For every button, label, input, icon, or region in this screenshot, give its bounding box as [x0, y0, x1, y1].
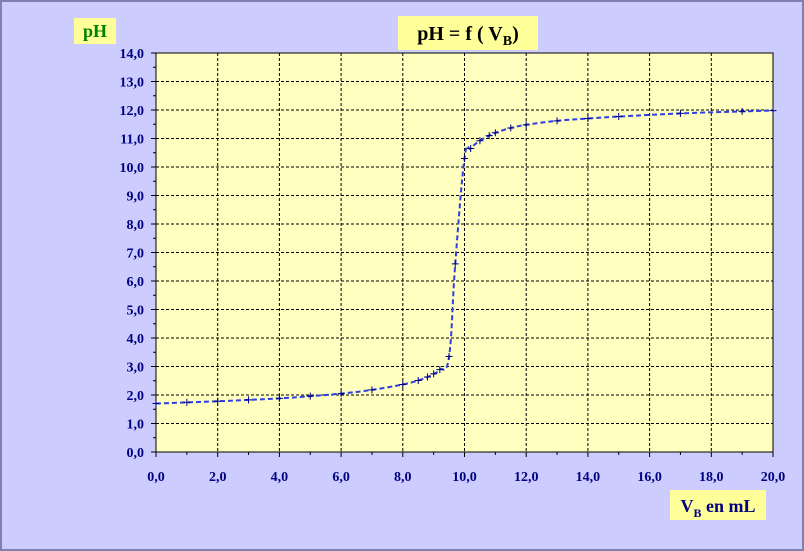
data-point-marker — [476, 137, 484, 145]
data-point-marker — [183, 398, 191, 406]
x-tick-label: 12,0 — [514, 470, 539, 485]
ph-curve-line — [155, 109, 774, 405]
y-tick-label: 0,0 — [127, 446, 145, 461]
series-layer — [152, 107, 777, 408]
x-tick-label: 16,0 — [637, 470, 662, 485]
data-point-marker — [275, 394, 283, 402]
data-point-marker — [399, 380, 407, 388]
y-tick-label: 13,0 — [120, 76, 145, 91]
x-axis-label: VB en mL — [680, 496, 755, 520]
data-point-marker — [306, 392, 314, 400]
y-tick-label: 5,0 — [127, 304, 145, 319]
data-point-marker — [485, 132, 493, 140]
y-tick-label: 3,0 — [127, 361, 145, 376]
data-point-marker — [436, 366, 444, 374]
x-axis-label-box — [670, 490, 766, 520]
data-point-marker — [522, 121, 530, 129]
x-tick-label: 18,0 — [699, 470, 724, 485]
x-tick-label: 8,0 — [394, 470, 412, 485]
grid-lines — [151, 52, 774, 457]
y-axis-label: pH — [83, 21, 107, 41]
data-point-marker — [467, 144, 475, 152]
data-point-marker — [214, 397, 222, 405]
y-tick-label: 12,0 — [120, 104, 145, 119]
x-tick-label: 20,0 — [761, 470, 786, 485]
x-tick-labels: 0,0 2,0 4,0 6,0 8,0 10,0 12,0 14,0 16,0 18,0 20,0 — [147, 470, 785, 485]
y-tick-label: 9,0 — [127, 190, 145, 205]
y-tick-label: 8,0 — [127, 218, 145, 233]
data-point-marker — [430, 370, 438, 378]
data-point-marker — [491, 129, 499, 137]
y-tick-label: 14,0 — [120, 47, 145, 62]
data-point-marker — [553, 117, 561, 125]
x-tick-label: 2,0 — [209, 470, 227, 485]
y-tick-label: 7,0 — [127, 247, 145, 262]
y-tick-label: 1,0 — [127, 418, 145, 433]
y-tick-labels: 0,0 1,0 2,0 3,0 4,0 5,0 6,0 7,0 8,0 9,0 10,0 11,0 12… — [120, 47, 145, 461]
data-point-marker — [152, 400, 160, 408]
data-point-marker — [769, 107, 777, 115]
data-point-marker — [337, 390, 345, 398]
data-point-marker — [445, 353, 453, 361]
x-tick-label: 14,0 — [576, 470, 601, 485]
data-point-marker — [615, 113, 623, 121]
data-point-marker — [461, 154, 468, 162]
data-point-marker — [738, 107, 746, 115]
data-point-marker — [423, 373, 431, 381]
y-tick-label: 10,0 — [120, 161, 145, 176]
y-axis-label-box — [74, 18, 116, 44]
data-point-marker — [451, 260, 459, 268]
data-point-marker — [368, 386, 376, 394]
x-tick-label: 10,0 — [452, 470, 477, 485]
data-point-marker — [414, 376, 422, 384]
data-point-marker — [507, 124, 515, 132]
y-tick-label: 4,0 — [127, 332, 145, 347]
y-tick-label: 11,0 — [120, 133, 144, 148]
x-tick-label: 6,0 — [332, 470, 350, 485]
data-point-marker — [584, 115, 592, 123]
data-point-marker — [676, 109, 684, 117]
x-tick-label: 0,0 — [147, 470, 165, 485]
x-tick-label: 4,0 — [271, 470, 289, 485]
y-tick-label: 6,0 — [127, 275, 145, 290]
chart-title: pH = f ( VB) — [417, 23, 519, 49]
y-tick-label: 2,0 — [127, 389, 145, 404]
data-point-marker — [245, 396, 253, 404]
chart-title-box — [398, 16, 538, 50]
